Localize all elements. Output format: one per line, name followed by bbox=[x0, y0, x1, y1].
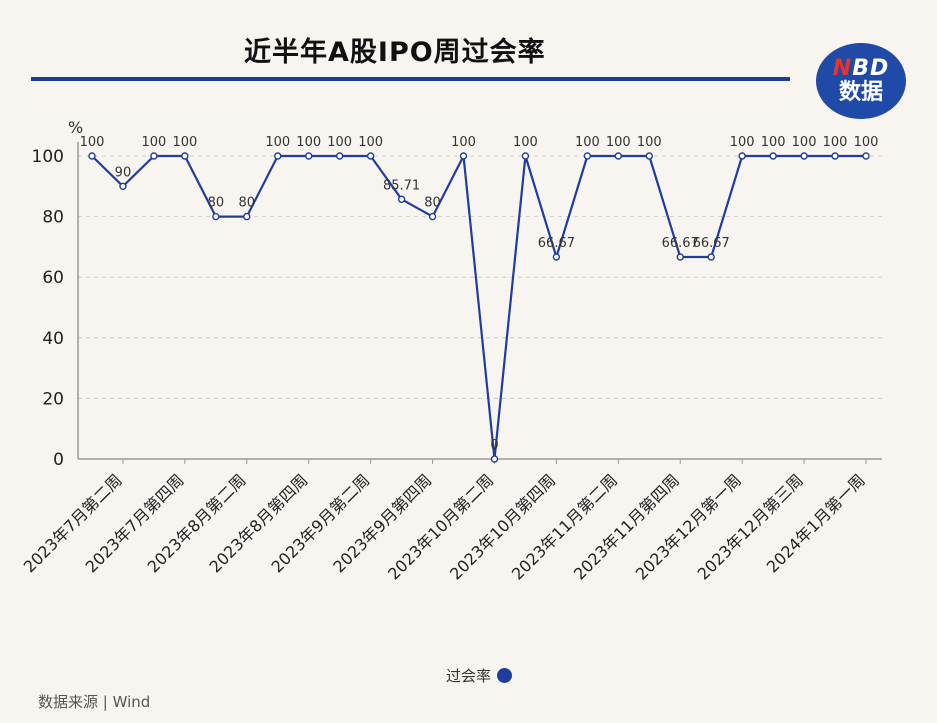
y-tick-label: 20 bbox=[42, 389, 64, 409]
data-label: 100 bbox=[327, 135, 352, 150]
data-label: 100 bbox=[451, 135, 476, 150]
data-point bbox=[366, 152, 375, 160]
legend[interactable]: 过会率 bbox=[446, 665, 513, 686]
data-point bbox=[583, 152, 592, 160]
data-point bbox=[397, 195, 406, 203]
y-unit-label: % bbox=[68, 118, 83, 137]
data-label: 80 bbox=[239, 196, 256, 211]
y-tick-label: 100 bbox=[32, 147, 64, 167]
y-tick-label: 0 bbox=[53, 450, 64, 470]
data-label: 100 bbox=[358, 135, 383, 150]
data-point bbox=[490, 455, 499, 463]
x-tick-label: 2023年12月第三周 bbox=[694, 470, 807, 583]
data-label: 100 bbox=[513, 135, 538, 150]
nbd-logo: NBD 数据 bbox=[816, 43, 906, 119]
data-label: 66.67 bbox=[538, 236, 575, 251]
data-point bbox=[150, 152, 158, 160]
data-label: 100 bbox=[142, 135, 167, 150]
data-point bbox=[645, 152, 653, 160]
data-point bbox=[181, 152, 189, 160]
data-label: 80 bbox=[424, 196, 441, 211]
data-point bbox=[243, 212, 251, 221]
data-label: 100 bbox=[761, 135, 786, 150]
legend-label: 过会率 bbox=[446, 667, 492, 685]
data-point bbox=[88, 152, 96, 160]
data-label: 66.67 bbox=[693, 236, 730, 251]
data-label: 85.71 bbox=[383, 178, 420, 193]
data-label: 80 bbox=[208, 196, 225, 211]
data-label: 100 bbox=[823, 135, 848, 150]
y-tick-label: 80 bbox=[42, 208, 64, 228]
data-point bbox=[676, 253, 684, 261]
data-label: 100 bbox=[730, 135, 755, 150]
data-point bbox=[274, 152, 282, 160]
data-point bbox=[521, 152, 530, 160]
logo-text: 数据 bbox=[838, 80, 883, 105]
data-point bbox=[459, 152, 468, 160]
y-tick-label: 60 bbox=[42, 268, 64, 288]
data-point bbox=[614, 152, 623, 160]
data-label: 100 bbox=[172, 135, 197, 150]
logo-letter-n: N bbox=[832, 56, 853, 81]
x-tick-label: 2023年12月第一周 bbox=[632, 470, 745, 583]
data-label: 100 bbox=[606, 135, 631, 150]
data-label: 100 bbox=[854, 135, 879, 150]
x-tick-label: 2023年10月第二周 bbox=[384, 470, 497, 583]
chart-title: 近半年A股IPO周过会率 bbox=[244, 37, 546, 68]
data-label: 66.67 bbox=[662, 236, 699, 251]
y-tick-label: 40 bbox=[42, 329, 64, 349]
data-point bbox=[738, 152, 746, 160]
series-line bbox=[91, 154, 866, 461]
data-point bbox=[335, 152, 344, 160]
title-underline bbox=[31, 77, 790, 81]
data-point bbox=[707, 253, 715, 261]
data-point bbox=[305, 152, 313, 160]
data-point bbox=[800, 152, 808, 160]
data-label: 90 bbox=[115, 165, 132, 180]
data-label: 100 bbox=[575, 135, 600, 150]
data-label: 100 bbox=[792, 135, 817, 150]
data-point bbox=[769, 152, 777, 160]
data-point bbox=[119, 182, 127, 191]
x-tick-label: 2023年11月第四周 bbox=[570, 470, 683, 583]
data-point bbox=[831, 152, 839, 160]
legend-marker bbox=[497, 668, 513, 683]
data-point bbox=[428, 212, 437, 221]
data-point bbox=[552, 253, 561, 261]
data-source: 数据来源 | Wind bbox=[38, 693, 151, 711]
data-label: 0 bbox=[490, 438, 498, 453]
data-point bbox=[862, 152, 870, 160]
logo-letters-bd: BD bbox=[852, 56, 890, 81]
data-label: 100 bbox=[637, 135, 662, 150]
x-tick-label: 2023年10月第四周 bbox=[446, 470, 559, 583]
x-tick-label: 2023年11月第二周 bbox=[508, 470, 621, 583]
data-point bbox=[212, 212, 220, 221]
data-label: 100 bbox=[265, 135, 290, 150]
data-label: 100 bbox=[296, 135, 321, 150]
data-label: 100 bbox=[80, 135, 105, 150]
